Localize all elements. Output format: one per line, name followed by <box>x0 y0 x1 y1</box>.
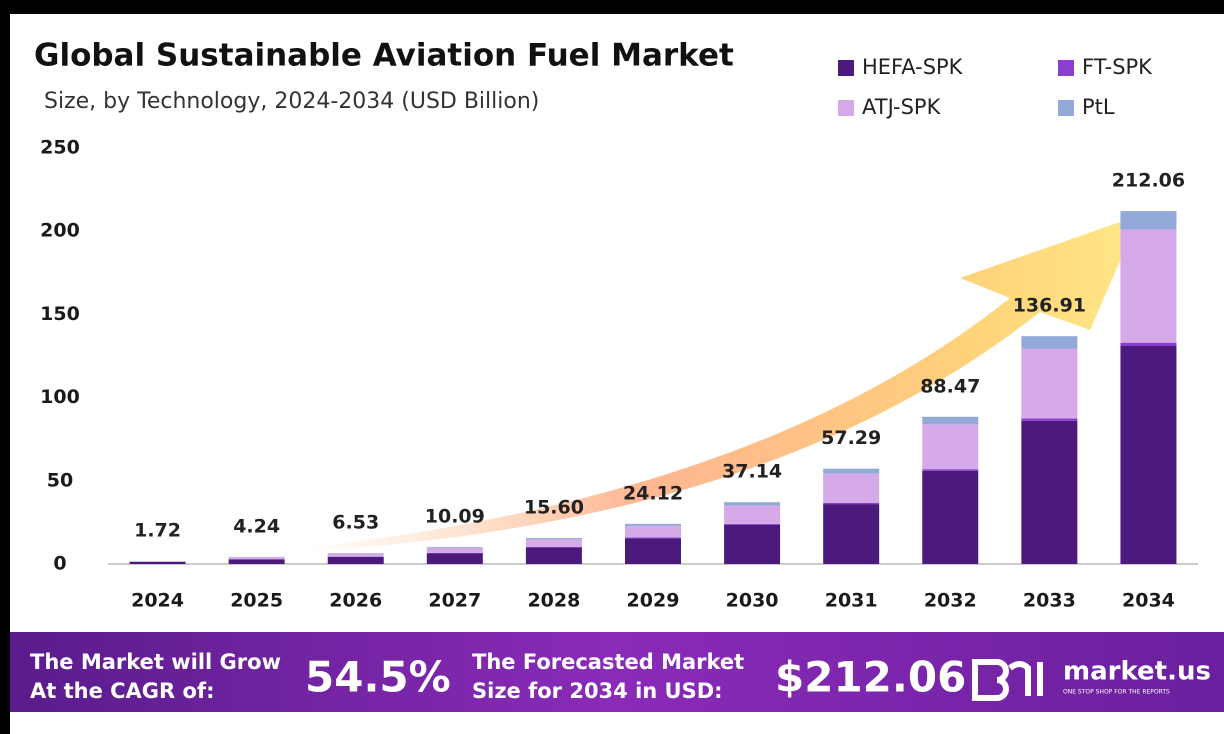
chart-subtitle: Size, by Technology, 2024-2034 (USD Bill… <box>44 89 539 114</box>
footer-forecast-value: $212.06 <box>775 653 966 702</box>
x-tick-label: 2034 <box>1122 590 1175 612</box>
bar-segment <box>724 502 781 506</box>
bar-segment <box>823 502 880 505</box>
bar-segment <box>1021 336 1078 349</box>
x-tick-label: 2029 <box>627 590 680 612</box>
bar-segment <box>922 469 979 471</box>
bar-segment <box>129 562 186 564</box>
y-tick-label: 0 <box>53 553 66 575</box>
legend-label: FT-SPK <box>1082 55 1153 79</box>
total-label: 6.53 <box>332 512 379 534</box>
bar-segment <box>724 505 781 524</box>
bar-segment <box>922 416 979 425</box>
bar-segment <box>625 537 681 539</box>
bar-segment <box>228 559 285 564</box>
brand-name: market.us <box>1063 657 1211 687</box>
brand-tagline: ONE STOP SHOP FOR THE REPORTS <box>1063 689 1170 696</box>
y-tick-label: 200 <box>40 220 80 242</box>
total-label: 37.14 <box>722 461 782 483</box>
legend-swatch <box>1058 100 1074 116</box>
legend-label: PtL <box>1082 95 1115 119</box>
bar-segment <box>922 470 979 564</box>
x-tick-label: 2027 <box>428 590 481 612</box>
bar-segment <box>1120 229 1177 343</box>
bar-segment <box>228 557 285 560</box>
bar-segment <box>525 539 582 547</box>
legend-label: ATJ-SPK <box>862 95 942 119</box>
bar-segment <box>724 524 781 564</box>
total-label: 15.60 <box>524 497 584 519</box>
total-label: 1.72 <box>134 520 181 542</box>
x-tick-label: 2033 <box>1023 590 1076 612</box>
bar-segment <box>823 468 880 474</box>
bar-segment <box>1120 342 1177 347</box>
brand-logo <box>972 659 1043 701</box>
bar-segment <box>525 547 582 564</box>
bar-segment <box>1120 211 1177 230</box>
bar-segment <box>724 523 781 525</box>
bar-segment <box>625 523 681 526</box>
bar-segment <box>1021 418 1078 421</box>
legend-label: HEFA-SPK <box>862 55 964 79</box>
bar-segment <box>426 553 483 564</box>
bar-segment <box>1120 346 1177 564</box>
bar-segment <box>625 525 681 538</box>
bar-segment <box>426 548 483 553</box>
bar-segment <box>922 424 979 470</box>
total-label: 57.29 <box>821 427 881 449</box>
y-tick-label: 150 <box>40 303 80 325</box>
bar-segment <box>525 538 582 540</box>
y-tick-label: 50 <box>47 469 73 491</box>
footer-forecast-text: Size for 2034 in USD: <box>472 679 723 703</box>
chart-title: Global Sustainable Aviation Fuel Market <box>34 38 734 74</box>
total-label: 212.06 <box>1112 170 1185 192</box>
bar-segment <box>625 538 681 564</box>
total-label: 136.91 <box>1013 295 1086 317</box>
x-tick-label: 2025 <box>230 590 283 612</box>
total-label: 10.09 <box>425 506 485 528</box>
bar-segment <box>327 556 384 564</box>
footer-cagr-text: The Market will Grow <box>30 650 281 674</box>
x-tick-label: 2024 <box>131 590 184 612</box>
bar-segment <box>1021 420 1078 564</box>
y-tick-label: 250 <box>40 137 80 159</box>
bar-segment <box>823 473 880 503</box>
legend-swatch <box>1058 60 1074 76</box>
bar-segment <box>327 553 384 557</box>
bar-segment <box>823 504 880 564</box>
growth-arrow <box>300 215 1140 552</box>
footer-forecast-text: The Forecasted Market <box>472 650 744 674</box>
total-label: 88.47 <box>920 375 980 397</box>
bar-segment <box>426 547 483 549</box>
footer-band <box>10 632 1224 712</box>
bar-segment <box>1021 348 1078 419</box>
legend-swatch <box>838 100 854 116</box>
y-tick-label: 100 <box>40 386 80 408</box>
x-tick-label: 2032 <box>924 590 977 612</box>
x-tick-label: 2030 <box>726 590 779 612</box>
x-tick-label: 2026 <box>329 590 382 612</box>
total-label: 4.24 <box>233 515 280 537</box>
footer-cagr-text: At the CAGR of: <box>30 679 215 703</box>
footer-cagr-value: 54.5% <box>305 653 451 702</box>
x-tick-label: 2031 <box>825 590 878 612</box>
total-label: 24.12 <box>623 482 683 504</box>
x-tick-label: 2028 <box>527 590 580 612</box>
legend-swatch <box>838 60 854 76</box>
bar-segment <box>129 561 186 562</box>
